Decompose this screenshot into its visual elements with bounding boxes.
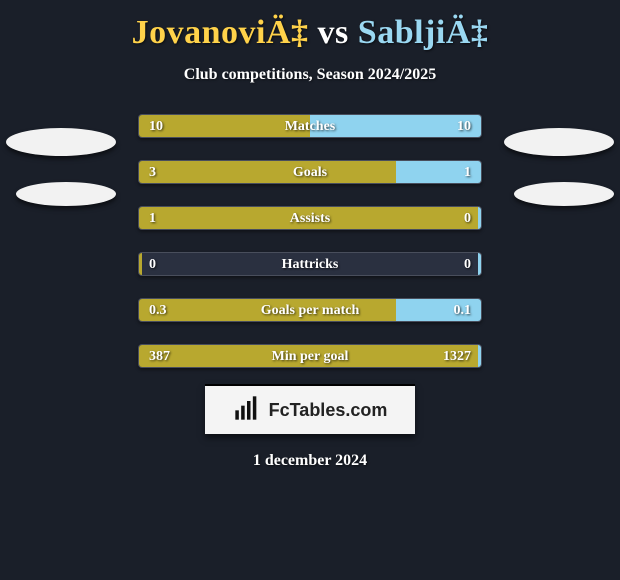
player1-name: JovanoviÄ‡ [132,14,309,51]
page-title: JovanoviÄ‡ vs SabljiÄ‡ [0,0,620,52]
stat-row: 1010Matches [138,114,482,138]
player2-crest [504,128,614,156]
stat-label: Hattricks [139,253,481,276]
title-connector: vs [309,14,358,51]
player2-crest-shadow [514,182,614,206]
stat-row: 31Goals [138,160,482,184]
stat-rows: 1010Matches 31Goals 10Assists 00Hattricks 0.… [138,114,482,390]
player1-crest-shadow [16,182,116,206]
stat-row: 3871327Min per goal [138,344,482,368]
player1-crest [6,128,116,156]
stat-label: Assists [139,207,481,230]
stat-row: 00Hattricks [138,252,482,276]
stat-label: Min per goal [139,345,481,368]
stat-label: Goals [139,161,481,184]
stat-label: Matches [139,115,481,138]
date: 1 december 2024 [0,452,620,470]
stat-row: 0.30.1Goals per match [138,298,482,322]
brand-name: FcTables.com [269,400,388,421]
stat-label: Goals per match [139,299,481,322]
player2-name: SabljiÄ‡ [358,14,489,51]
brand-badge: FcTables.com [205,384,415,434]
stat-row: 10Assists [138,206,482,230]
subtitle: Club competitions, Season 2024/2025 [0,66,620,84]
bars-icon [233,394,261,427]
